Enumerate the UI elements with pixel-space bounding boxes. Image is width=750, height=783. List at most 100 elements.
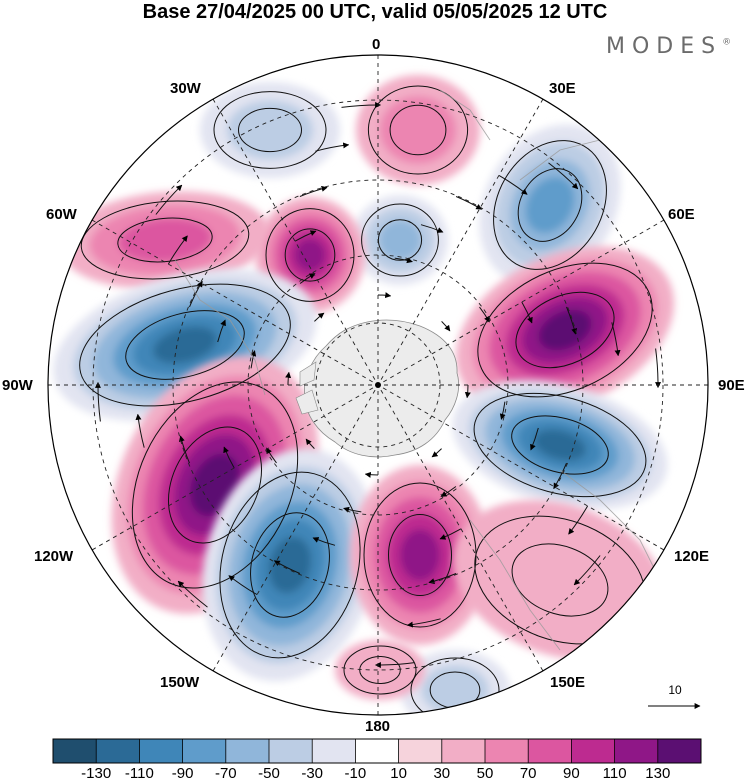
positive-center-60w [60,191,270,289]
colorbar-border [52,738,702,764]
streamline-arrow [273,560,301,574]
streamline-arrow [364,471,379,478]
streamline [125,310,245,380]
streamline-arrow [217,319,226,343]
map-disk [48,55,708,715]
anomaly-contour [294,238,326,272]
colorbar-swatch [657,739,702,763]
streamline [79,283,291,407]
colorbar-tick-label: -110 [124,765,154,782]
lon-label-90w: 90W [2,377,33,394]
streamline-arrow [312,537,336,546]
streamline [473,392,647,498]
streamline-arrow [228,575,258,596]
streamline-arrow [499,401,506,420]
lon-label-0: 0 [372,36,381,53]
map-title: Base 27/04/2025 00 UTC, valid 05/05/2025… [142,1,608,23]
anomaly-field [53,75,674,715]
pole-marker [375,382,381,388]
streamline-arrow [341,101,382,108]
colorbar-tick-label: -10 [344,765,367,782]
streamline-arrow [305,438,315,449]
streamline [284,228,336,282]
streamline [389,104,447,156]
anomaly-contour [226,100,314,160]
streamline-arrow [343,506,362,513]
streamline-arrow [521,301,533,324]
colorbar-swatch [96,739,140,763]
lon-label-150w: 150W [160,674,200,691]
lon-label-90e: 90E [718,377,745,394]
streamline-arrow [431,448,442,458]
streamline [511,415,609,475]
streamline-arrow [420,224,444,233]
colorbar-tick-label: 110 [602,765,627,782]
streamline-arrow [94,381,101,422]
colorbar-tick-label: -70 [214,765,237,782]
streamline-arrow [266,447,277,464]
colorbar-tick-label: 90 [563,765,580,782]
streamline-arrow [440,486,457,497]
colorbar-swatch [139,739,184,763]
streamline [367,85,469,175]
colorbar [52,738,702,764]
streamline [80,200,250,280]
lon-label-120w: 120W [34,548,74,565]
colorbar-swatch [485,739,529,763]
anomaly-contour [400,529,440,581]
streamline [511,543,609,617]
streamline-arrow [406,618,441,628]
anomaly-contour [268,536,312,594]
streamline-arrow [394,257,413,264]
colorbar-swatch [269,739,313,763]
colorbar-swatch [528,739,572,763]
colorbar-tick-label: 30 [433,765,451,782]
streamline [213,91,327,169]
colorbar-tick-label: 50 [476,765,494,782]
modes-logo: MODES® [606,34,731,59]
colorbar-tick-label: -130 [81,765,112,782]
streamline-arrow [479,306,490,323]
streamline-arrow [374,662,415,669]
streamline-arrow [135,413,145,448]
negative-center-0-inner [352,195,448,285]
lon-label-180: 180 [365,718,391,735]
brand-text: MODES [606,34,723,59]
registered-mark: ® [722,37,732,48]
streamline [343,645,417,695]
positive-center-north-30e [356,75,480,185]
streamline [117,217,213,263]
streamline [410,657,500,715]
positive-center-170w-edge [335,640,425,700]
colorbar-swatch [571,739,616,763]
colorbar-swatch [355,739,400,763]
colorbar-swatch [53,739,97,763]
streamline-arrow [655,348,662,389]
antarctica-landmass [295,319,460,458]
lon-label-60e: 60E [668,206,695,223]
streamline [388,514,452,596]
anomaly-contour [533,429,587,461]
streamline-arrow [155,184,183,215]
colorbar-swatch [182,739,227,763]
anomaly-contour [118,218,212,262]
streamline-arrow [294,230,317,242]
colorbar-tick-label: 70 [519,765,537,782]
streamline [265,208,355,302]
streamline [515,291,615,369]
anomaly-contour [378,220,422,260]
anomaly-contour [525,176,575,234]
lon-label-150e: 150E [550,674,586,691]
streamline-arrow [299,185,328,197]
negative-center-150w [202,448,378,682]
streamline [219,471,361,659]
lon-label-30e: 30E [549,80,576,97]
streamline-arrow [568,505,589,535]
negative-center-100e [452,380,668,510]
colorbar-swatch [614,739,659,763]
colorbar-swatch [225,739,270,763]
streamline [167,426,263,544]
streamline-arrow [611,322,621,357]
streamline-arrow [548,162,579,190]
